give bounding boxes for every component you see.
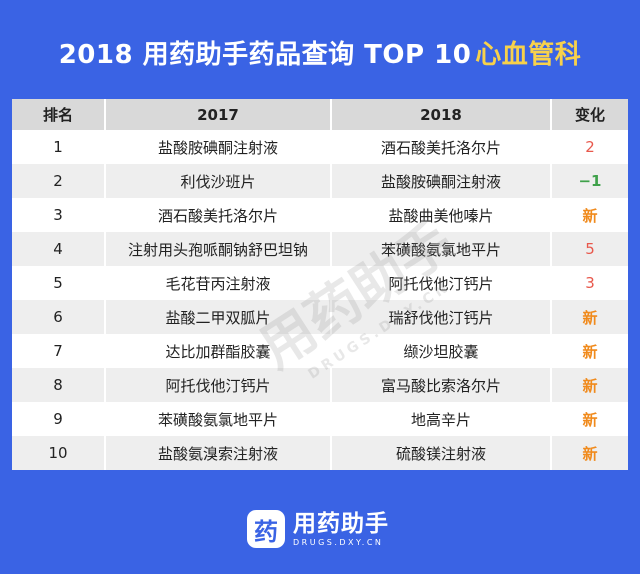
logo-name: 用药助手 bbox=[293, 510, 389, 537]
rank-cell: 6 bbox=[12, 300, 105, 334]
drug-2017-cell: 酒石酸美托洛尔片 bbox=[104, 198, 331, 232]
ranking-table-container: 排名 2017 2018 变化 1 盐酸胺碘酮注射液 酒石酸美托洛尔片 2 2 … bbox=[12, 99, 628, 470]
drug-2017-cell: 盐酸胺碘酮注射液 bbox=[104, 130, 331, 164]
drug-2017-cell: 达比加群酯胶囊 bbox=[104, 334, 331, 368]
table-row: 5 毛花苷丙注射液 阿托伐他汀钙片 3 bbox=[12, 266, 628, 300]
header-2018: 2018 bbox=[330, 99, 551, 130]
drug-2017-cell: 毛花苷丙注射液 bbox=[104, 266, 331, 300]
table-row: 2 利伐沙班片 盐酸胺碘酮注射液 −1 bbox=[12, 164, 628, 198]
change-cell: 新 bbox=[550, 198, 628, 232]
change-cell: 2 bbox=[550, 130, 628, 164]
drug-2018-cell: 酒石酸美托洛尔片 bbox=[330, 130, 551, 164]
rank-cell: 3 bbox=[12, 198, 105, 232]
rank-cell: 8 bbox=[12, 368, 105, 402]
drug-2017-cell: 盐酸氨溴索注射液 bbox=[104, 436, 331, 470]
drug-2018-cell: 硫酸镁注射液 bbox=[330, 436, 551, 470]
page-title: 2018 用药助手药品查询 TOP 10 心血管科 bbox=[0, 34, 640, 71]
header-2017: 2017 bbox=[104, 99, 331, 130]
drug-2018-cell: 地高辛片 bbox=[330, 402, 551, 436]
drug-2018-cell: 盐酸胺碘酮注射液 bbox=[330, 164, 551, 198]
title-main: 2018 用药助手药品查询 TOP 10 bbox=[58, 40, 472, 70]
rank-cell: 1 bbox=[12, 130, 105, 164]
change-cell: 新 bbox=[550, 368, 628, 402]
change-cell: 5 bbox=[550, 232, 628, 266]
drug-2017-cell: 盐酸二甲双胍片 bbox=[104, 300, 331, 334]
drug-2018-cell: 缬沙坦胶囊 bbox=[330, 334, 551, 368]
drug-2017-cell: 苯磺酸氨氯地平片 bbox=[104, 402, 331, 436]
rank-cell: 9 bbox=[12, 402, 105, 436]
rank-cell: 4 bbox=[12, 232, 105, 266]
drug-2018-cell: 苯磺酸氨氯地平片 bbox=[330, 232, 551, 266]
ranking-table: 排名 2017 2018 变化 1 盐酸胺碘酮注射液 酒石酸美托洛尔片 2 2 … bbox=[12, 99, 628, 470]
drug-2018-cell: 瑞舒伐他汀钙片 bbox=[330, 300, 551, 334]
drug-2017-cell: 注射用头孢哌酮钠舒巴坦钠 bbox=[104, 232, 331, 266]
table-row: 8 阿托伐他汀钙片 富马酸比索洛尔片 新 bbox=[12, 368, 628, 402]
change-cell: 新 bbox=[550, 334, 628, 368]
rank-cell: 5 bbox=[12, 266, 105, 300]
app-logo-icon: 药 bbox=[247, 510, 285, 548]
header-rank: 排名 bbox=[12, 99, 105, 130]
table-row: 1 盐酸胺碘酮注射液 酒石酸美托洛尔片 2 bbox=[12, 130, 628, 164]
rank-cell: 2 bbox=[12, 164, 105, 198]
drug-2018-cell: 盐酸曲美他嗪片 bbox=[330, 198, 551, 232]
table-row: 3 酒石酸美托洛尔片 盐酸曲美他嗪片 新 bbox=[12, 198, 628, 232]
change-cell: 新 bbox=[550, 436, 628, 470]
table-row: 9 苯磺酸氨氯地平片 地高辛片 新 bbox=[12, 402, 628, 436]
rank-cell: 10 bbox=[12, 436, 105, 470]
drug-2018-cell: 富马酸比索洛尔片 bbox=[330, 368, 551, 402]
rank-cell: 7 bbox=[12, 334, 105, 368]
change-cell: 3 bbox=[550, 266, 628, 300]
change-cell: −1 bbox=[550, 164, 628, 198]
table-row: 7 达比加群酯胶囊 缬沙坦胶囊 新 bbox=[12, 334, 628, 368]
table-row: 10 盐酸氨溴索注射液 硫酸镁注射液 新 bbox=[12, 436, 628, 470]
header-change: 变化 bbox=[550, 99, 628, 130]
logo-url: DRUGS.DXY.CN bbox=[293, 537, 384, 547]
logo-text: 用药助手 DRUGS.DXY.CN bbox=[293, 511, 389, 548]
footer-logo: 药 用药助手 DRUGS.DXY.CN bbox=[247, 508, 389, 550]
drug-2018-cell: 阿托伐他汀钙片 bbox=[330, 266, 551, 300]
drug-2017-cell: 利伐沙班片 bbox=[104, 164, 331, 198]
table-header-row: 排名 2017 2018 变化 bbox=[12, 99, 628, 130]
table-row: 6 盐酸二甲双胍片 瑞舒伐他汀钙片 新 bbox=[12, 300, 628, 334]
change-cell: 新 bbox=[550, 402, 628, 436]
drug-2017-cell: 阿托伐他汀钙片 bbox=[104, 368, 331, 402]
table-row: 4 注射用头孢哌酮钠舒巴坦钠 苯磺酸氨氯地平片 5 bbox=[12, 232, 628, 266]
change-cell: 新 bbox=[550, 300, 628, 334]
title-accent: 心血管科 bbox=[475, 40, 582, 70]
